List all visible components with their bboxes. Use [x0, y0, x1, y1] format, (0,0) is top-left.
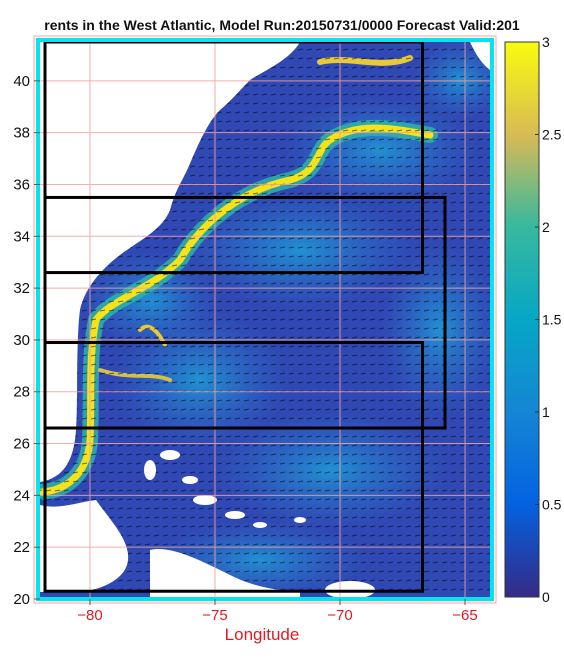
colorbar-ticks: 0 0.5 1 1.5 2 2.5 3	[535, 34, 562, 605]
x-tick-label: −80	[77, 607, 102, 624]
map-plot-area	[40, 42, 490, 599]
y-tick-label: 38	[13, 125, 30, 142]
y-tick-label: 24	[13, 487, 30, 504]
colorbar-tick-label: 2.5	[542, 127, 562, 143]
land	[40, 42, 490, 599]
y-tick-label: 36	[13, 176, 30, 193]
x-axis-label: Longitude	[225, 625, 300, 644]
y-tick-label: 30	[13, 332, 30, 349]
axes-border	[33, 35, 497, 604]
map-title: rents in the West Atlantic, Model Run:20…	[44, 17, 520, 33]
colorbar-tick-label: 0.5	[542, 497, 562, 513]
colorbar-tick-label: 1.5	[542, 312, 562, 328]
y-tick-label: 22	[13, 539, 30, 556]
y-tick-label: 28	[13, 384, 30, 401]
colorbar-tick-label: 2	[542, 219, 550, 235]
colorbar-tick-label: 0	[542, 589, 550, 605]
box-middle	[43, 195, 447, 430]
map-grid	[40, 42, 490, 599]
y-tick-label: 40	[13, 73, 30, 90]
y-tick-label: 20	[13, 591, 30, 608]
y-axis: 20 22 24 26 28 30 32 34 36 38 40	[13, 73, 40, 608]
map-frame	[36, 38, 494, 601]
y-tick-label: 32	[13, 280, 30, 297]
colorbar	[504, 41, 540, 598]
box-south	[43, 341, 424, 593]
x-tick-label: −70	[327, 607, 352, 624]
colorbar-tick-label: 1	[542, 404, 550, 420]
colorbar-tick-label: 3	[542, 34, 550, 50]
y-tick-label: 34	[13, 228, 30, 245]
x-tick-label: −75	[202, 607, 227, 624]
x-tick-label: −65	[452, 607, 477, 624]
x-axis: −80 −75 −70 −65	[77, 599, 478, 624]
y-tick-label: 26	[13, 436, 30, 453]
